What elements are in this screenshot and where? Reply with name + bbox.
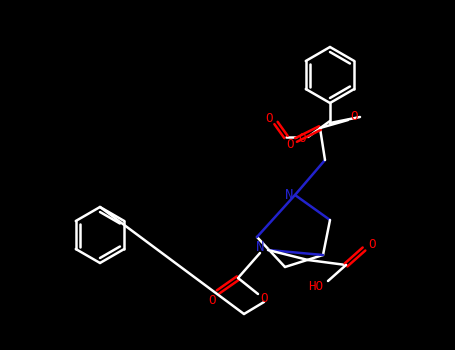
Text: O: O [286,138,294,150]
Text: O: O [265,112,273,126]
Text: O: O [350,111,358,124]
Text: N: N [256,240,264,254]
Text: HO: HO [308,280,324,294]
Text: O: O [260,292,268,304]
Text: O: O [298,133,306,146]
Text: O: O [368,238,376,252]
Text: O: O [208,294,216,307]
Text: N: N [285,188,293,202]
